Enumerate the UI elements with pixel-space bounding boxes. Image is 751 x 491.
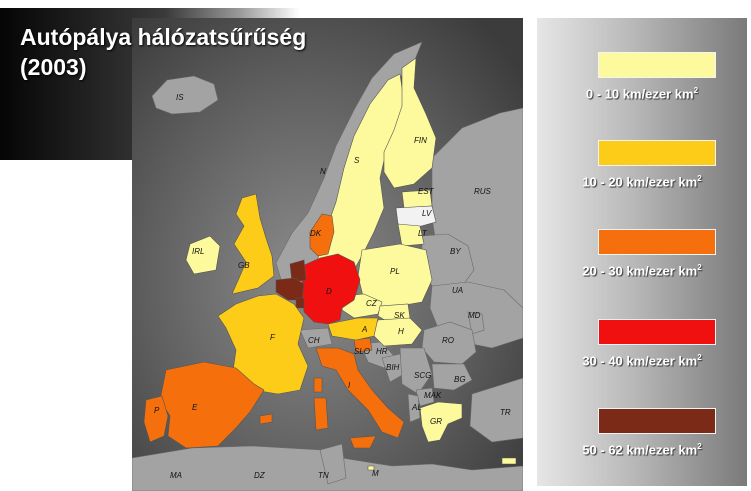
legend-swatch-5	[598, 408, 716, 434]
label-MD: MD	[468, 311, 481, 320]
label-SLO: SLO	[354, 347, 370, 356]
label-HR: HR	[376, 347, 388, 356]
country-bulgaria	[431, 363, 473, 391]
label-SCG: SCG	[414, 371, 431, 380]
country-poland	[357, 243, 433, 309]
data-countries	[143, 57, 517, 471]
legend-label-5: 50 - 62 km/ezer km2	[582, 442, 702, 458]
country-balearic	[259, 413, 273, 425]
label-I: I	[348, 381, 351, 390]
country-turkey	[469, 377, 523, 443]
label-LV: LV	[422, 209, 432, 218]
country-germany	[301, 253, 361, 325]
label-FIN: FIN	[414, 136, 427, 145]
country-sardinia	[313, 397, 329, 431]
country-switzerland	[299, 327, 333, 349]
label-IRL: IRL	[192, 247, 204, 256]
legend-label-2: 10 - 20 km/ezer km2	[582, 174, 702, 190]
label-D: D	[326, 287, 332, 296]
country-cyprus	[501, 457, 517, 465]
country-lithuania	[397, 223, 425, 247]
label-TN: TN	[318, 471, 329, 480]
country-albania	[407, 393, 421, 423]
legend-label-1: 0 - 10 km/ezer km2	[585, 86, 699, 102]
legend-label-3: 20 - 30 km/ezer km2	[582, 263, 702, 279]
country-denmark	[309, 213, 335, 257]
country-corsica	[313, 377, 323, 393]
country-latvia	[395, 205, 437, 229]
country-serbia	[399, 347, 433, 395]
country-portugal	[143, 395, 169, 443]
legend-item-5: 50 - 62 km/ezer km2	[537, 408, 747, 482]
country-netherlands	[289, 259, 307, 283]
country-moldova	[467, 311, 485, 335]
label-MA: MA	[170, 471, 182, 480]
country-italy	[315, 347, 405, 439]
country-tunisia	[319, 443, 347, 485]
legend-panel: 0 - 10 km/ezer km2 10 - 20 km/ezer km2 2…	[537, 18, 747, 486]
country-malta	[367, 465, 375, 471]
label-GR: GR	[430, 417, 442, 426]
country-greece	[419, 401, 463, 443]
label-AL: AL	[411, 403, 422, 412]
label-MAK: MAK	[424, 391, 442, 400]
country-labels: IS N S FIN EST LV LT RUS BY UA MD RO BG …	[154, 93, 511, 480]
country-slovenia	[353, 337, 373, 353]
country-austria	[327, 317, 379, 341]
label-RO: RO	[442, 336, 454, 345]
country-great-britain	[231, 193, 275, 295]
country-luxembourg	[295, 297, 305, 309]
country-ireland	[185, 235, 221, 275]
legend-item-2: 10 - 20 km/ezer km2	[537, 140, 747, 214]
label-SK: SK	[394, 311, 405, 320]
europe-map: IS N S FIN EST LV LT RUS BY UA MD RO BG …	[132, 18, 523, 491]
label-PL: PL	[390, 267, 400, 276]
legend-item-4: 30 - 40 km/ezer km2	[537, 319, 747, 393]
label-P: P	[154, 406, 160, 415]
legend-label-4: 30 - 40 km/ezer km2	[582, 353, 702, 369]
label-H: H	[398, 327, 404, 336]
label-CZ: CZ	[366, 299, 378, 308]
label-BY: BY	[450, 247, 461, 256]
legend-swatch-2	[598, 140, 716, 166]
label-TR: TR	[500, 408, 511, 417]
country-iceland	[151, 75, 219, 115]
country-finland	[383, 57, 437, 189]
country-france	[217, 293, 309, 395]
label-F: F	[270, 333, 276, 342]
label-A: A	[361, 325, 367, 334]
label-GB: GB	[238, 261, 250, 270]
label-BG: BG	[454, 375, 466, 384]
legend-swatch-1	[598, 52, 716, 78]
label-EST: EST	[418, 187, 435, 196]
label-E: E	[192, 403, 198, 412]
label-M: M	[372, 469, 379, 478]
label-DK: DK	[310, 229, 322, 238]
label-LT: LT	[418, 229, 428, 238]
legend-swatch-4	[598, 319, 716, 345]
country-spain	[159, 361, 265, 449]
label-N: N	[320, 167, 326, 176]
map-title: Autópálya hálózatsűrűség (2003)	[20, 24, 307, 80]
legend-item-1: 0 - 10 km/ezer km2	[537, 52, 747, 126]
legend-item-3: 20 - 30 km/ezer km2	[537, 229, 747, 303]
label-BIH: BIH	[386, 363, 400, 372]
label-CH: CH	[308, 336, 320, 345]
legend-swatch-3	[598, 229, 716, 255]
country-sicily	[349, 435, 377, 449]
label-RUS: RUS	[474, 187, 492, 196]
label-S: S	[354, 156, 360, 165]
label-UA: UA	[452, 286, 463, 295]
label-IS: IS	[176, 93, 184, 102]
label-DZ: DZ	[254, 471, 266, 480]
